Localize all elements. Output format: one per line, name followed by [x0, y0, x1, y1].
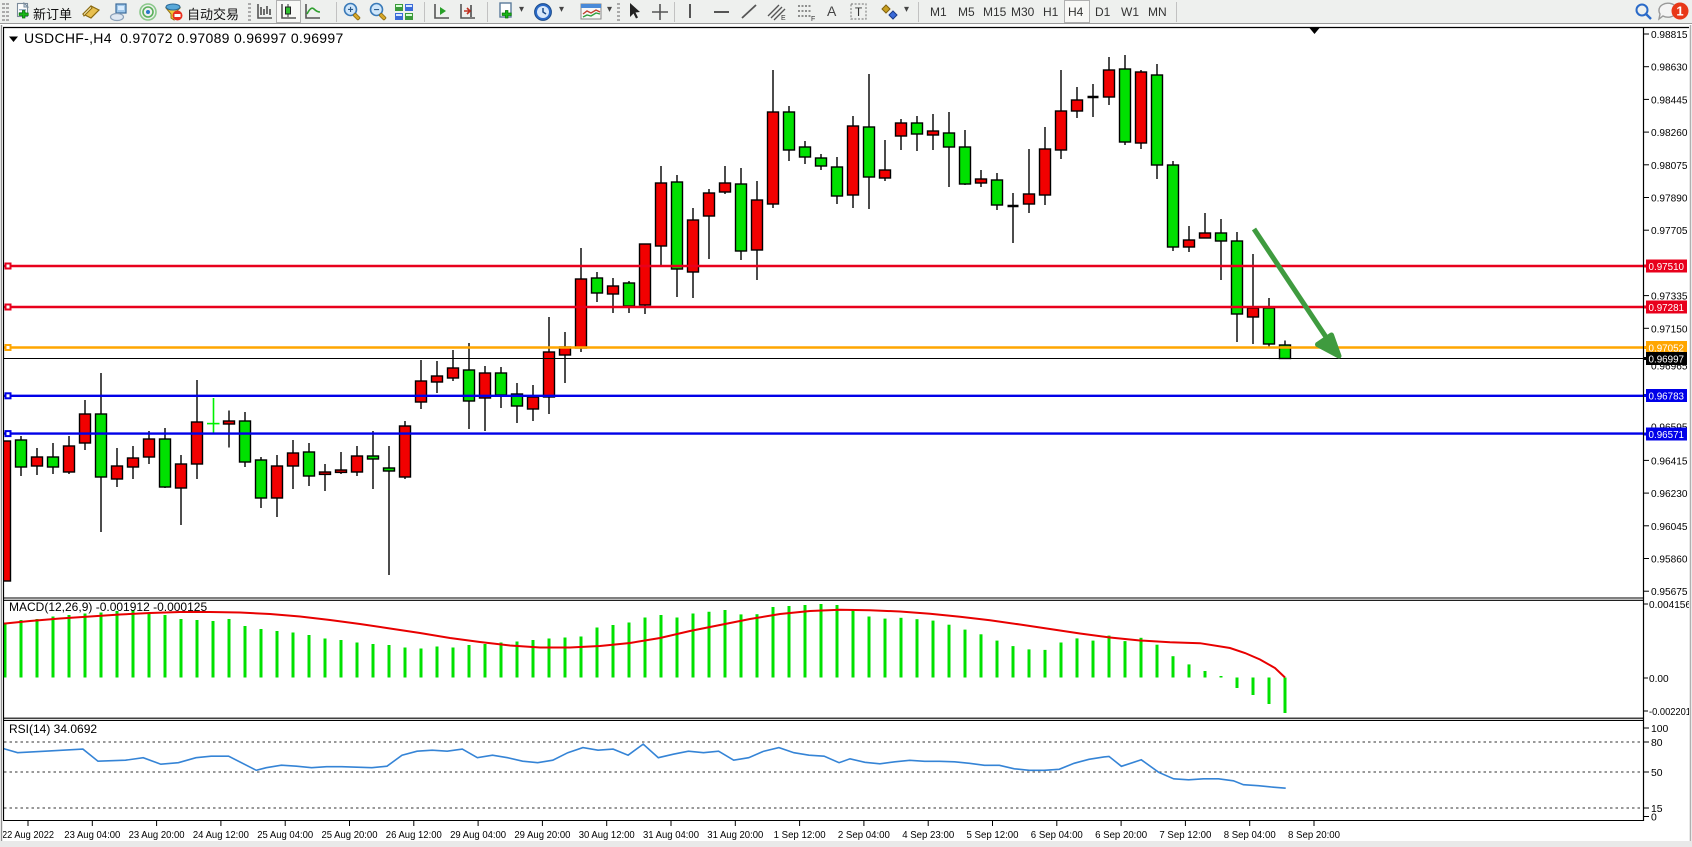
svg-text:0.96045: 0.96045 — [1651, 522, 1688, 533]
svg-text:0.97890: 0.97890 — [1651, 194, 1688, 205]
svg-text:0.97705: 0.97705 — [1651, 226, 1688, 237]
svg-text:4 Sep 23:00: 4 Sep 23:00 — [902, 830, 954, 841]
svg-text:100: 100 — [1651, 724, 1669, 735]
svg-text:0.97052: 0.97052 — [1649, 344, 1685, 355]
svg-text:0.98815: 0.98815 — [1651, 30, 1688, 41]
svg-text:0.97510: 0.97510 — [1649, 262, 1685, 273]
svg-text:0.98260: 0.98260 — [1651, 128, 1688, 139]
svg-text:T: T — [855, 5, 863, 19]
svg-text:0.96415: 0.96415 — [1651, 456, 1688, 467]
svg-text:0.95860: 0.95860 — [1651, 555, 1688, 566]
svg-text:50: 50 — [1651, 768, 1663, 779]
svg-text:RSI(14) 34.0692: RSI(14) 34.0692 — [9, 722, 97, 736]
svg-text:25 Aug 04:00: 25 Aug 04:00 — [257, 830, 313, 841]
svg-text:0.96571: 0.96571 — [1649, 430, 1685, 441]
svg-text:0.98445: 0.98445 — [1651, 95, 1688, 106]
svg-text:29 Aug 20:00: 29 Aug 20:00 — [514, 830, 570, 841]
svg-text:-0.002201: -0.002201 — [1649, 707, 1691, 718]
svg-text:5 Sep 12:00: 5 Sep 12:00 — [967, 830, 1019, 841]
svg-text:+: + — [348, 5, 354, 16]
svg-text:23 Aug 04:00: 23 Aug 04:00 — [64, 830, 120, 841]
svg-text:6 Sep 20:00: 6 Sep 20:00 — [1095, 830, 1147, 841]
svg-text:0.00: 0.00 — [1649, 674, 1669, 685]
svg-text:80: 80 — [1651, 738, 1663, 749]
svg-text:6 Sep 04:00: 6 Sep 04:00 — [1031, 830, 1083, 841]
svg-text:0.95675: 0.95675 — [1651, 587, 1688, 598]
svg-text:0.96965: 0.96965 — [1651, 362, 1688, 373]
svg-text:25 Aug 20:00: 25 Aug 20:00 — [322, 830, 378, 841]
svg-text:USDCHF-,H4 0.97072 0.97089 0.: USDCHF-,H4 0.97072 0.97089 0.96997 0.969… — [24, 30, 344, 46]
svg-text:E: E — [781, 15, 786, 22]
svg-text:1: 1 — [1676, 4, 1683, 19]
svg-text:30 Aug 12:00: 30 Aug 12:00 — [579, 830, 635, 841]
svg-text:24 Aug 12:00: 24 Aug 12:00 — [193, 830, 249, 841]
svg-text:0.97335: 0.97335 — [1651, 292, 1688, 303]
svg-text:0.96997: 0.96997 — [1649, 355, 1685, 366]
svg-text:31 Aug 04:00: 31 Aug 04:00 — [643, 830, 699, 841]
svg-text:0.004156: 0.004156 — [1649, 600, 1691, 611]
svg-text:0: 0 — [1651, 813, 1657, 824]
svg-text:0.98075: 0.98075 — [1651, 161, 1688, 172]
svg-text:8 Sep 04:00: 8 Sep 04:00 — [1224, 830, 1276, 841]
svg-text:0.96783: 0.96783 — [1649, 392, 1685, 403]
svg-text:0.97281: 0.97281 — [1649, 303, 1685, 314]
svg-text:15: 15 — [1651, 804, 1663, 815]
svg-text:7 Sep 12:00: 7 Sep 12:00 — [1159, 830, 1211, 841]
svg-text:0.98630: 0.98630 — [1651, 63, 1688, 74]
svg-text:23 Aug 20:00: 23 Aug 20:00 — [129, 830, 185, 841]
svg-text:−: − — [374, 5, 380, 16]
svg-text:0.97150: 0.97150 — [1651, 324, 1688, 335]
svg-text:F: F — [811, 16, 815, 22]
svg-text:1 Sep 12:00: 1 Sep 12:00 — [774, 830, 826, 841]
svg-text:MACD(12,26,9) -0.001912 -0.000: MACD(12,26,9) -0.001912 -0.000125 — [9, 600, 207, 614]
svg-text:0.96230: 0.96230 — [1651, 489, 1688, 500]
svg-text:31 Aug 20:00: 31 Aug 20:00 — [707, 830, 763, 841]
svg-text:26 Aug 12:00: 26 Aug 12:00 — [386, 830, 442, 841]
svg-text:29 Aug 04:00: 29 Aug 04:00 — [450, 830, 506, 841]
svg-text:8 Sep 20:00: 8 Sep 20:00 — [1288, 830, 1340, 841]
svg-text:22 Aug 2022: 22 Aug 2022 — [2, 830, 54, 841]
svg-text:2 Sep 04:00: 2 Sep 04:00 — [838, 830, 890, 841]
